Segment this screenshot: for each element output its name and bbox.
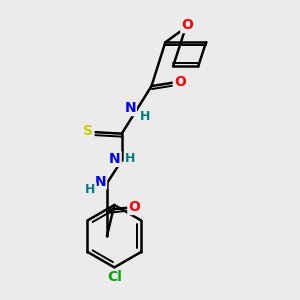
Text: H: H bbox=[125, 152, 135, 165]
Text: S: S bbox=[83, 124, 94, 138]
Text: N: N bbox=[94, 175, 106, 188]
Text: O: O bbox=[174, 75, 186, 89]
Text: Cl: Cl bbox=[107, 270, 122, 284]
Text: H: H bbox=[140, 110, 151, 123]
Text: N: N bbox=[124, 101, 136, 115]
Text: O: O bbox=[128, 200, 140, 214]
Text: N: N bbox=[109, 152, 121, 166]
Text: H: H bbox=[85, 183, 96, 196]
Text: O: O bbox=[181, 18, 193, 32]
